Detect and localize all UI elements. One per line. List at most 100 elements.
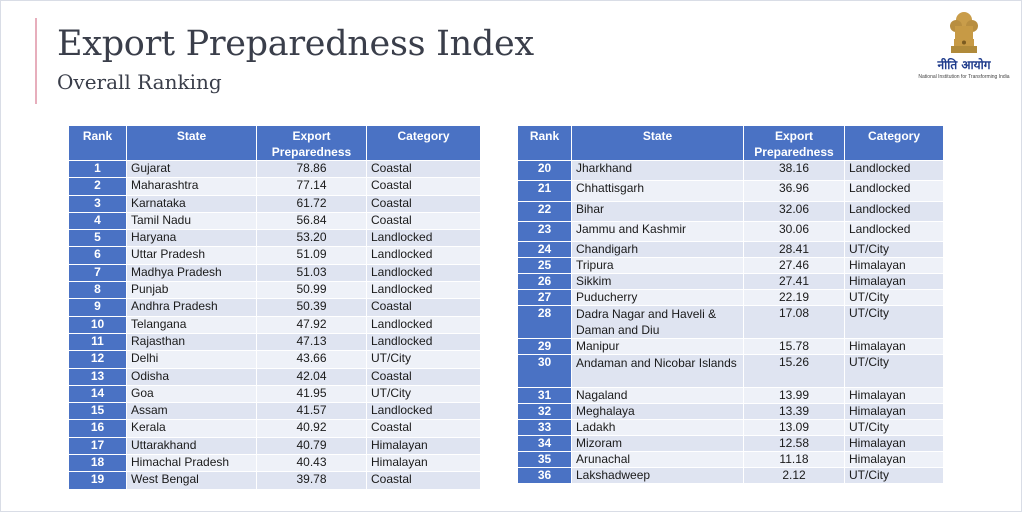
category-cell: Himalayan — [844, 435, 944, 452]
state-cell: Karnataka — [126, 194, 257, 213]
score-cell: 42.04 — [256, 367, 367, 386]
category-cell: Coastal — [366, 211, 481, 231]
state-cell: Odisha — [126, 367, 257, 386]
state-cell: Chhattisgarh — [571, 180, 744, 202]
score-cell: 41.95 — [256, 384, 367, 404]
title-accent-bar — [35, 18, 37, 104]
score-cell: 43.66 — [256, 350, 367, 369]
rank-cell: 35 — [517, 451, 572, 468]
table-row: 28 Dadra Nagar and Haveli & Daman and Diu… — [517, 305, 944, 339]
state-cell: Goa — [126, 384, 257, 404]
rank-cell: 23 — [517, 221, 572, 242]
category-cell: Himalayan — [844, 257, 944, 274]
table-row: 1 Gujarat 78.86 Coastal — [68, 159, 481, 179]
niti-aayog-logo: नीति आयोग National Institution for Trans… — [918, 6, 1010, 90]
score-cell: 11.18 — [743, 451, 845, 468]
score-cell: 40.43 — [256, 454, 367, 473]
rank-cell: 32 — [517, 403, 572, 420]
column-header-state: State — [571, 125, 744, 161]
category-cell: Himalayan — [844, 273, 944, 290]
table-row: 7 Madhya Pradesh 51.03 Landlocked — [68, 263, 481, 283]
category-cell: Landlocked — [366, 281, 481, 300]
score-cell: 78.86 — [256, 159, 367, 179]
ranking-table-right: Rank State Export Preparedness Category … — [517, 125, 944, 484]
score-cell: 41.57 — [256, 402, 367, 421]
page-title: Export Preparedness Index — [57, 24, 534, 64]
rank-cell: 17 — [68, 436, 127, 456]
category-cell: Coastal — [366, 298, 481, 317]
category-cell: Himalayan — [366, 436, 481, 456]
category-cell: Himalayan — [844, 451, 944, 468]
table-row: 4 Tamil Nadu 56.84 Coastal — [68, 211, 481, 231]
score-cell: 56.84 — [256, 211, 367, 231]
table-row: 14 Goa 41.95 UT/City — [68, 384, 481, 404]
rank-cell: 24 — [517, 241, 572, 258]
column-header-export-preparedness: Export Preparedness — [256, 125, 367, 161]
rank-cell: 34 — [517, 435, 572, 452]
category-cell: Landlocked — [844, 221, 944, 242]
category-cell: UT/City — [366, 350, 481, 369]
state-cell: Lakshadweep — [571, 467, 744, 484]
table-row: 2 Maharashtra 77.14 Coastal — [68, 177, 481, 196]
table-row: 5 Haryana 53.20 Landlocked — [68, 229, 481, 248]
state-cell: Nagaland — [571, 387, 744, 404]
rank-cell: 27 — [517, 289, 572, 306]
column-header-rank: Rank — [517, 125, 572, 161]
score-cell: 50.39 — [256, 298, 367, 317]
state-cell: Tamil Nadu — [126, 211, 257, 231]
rank-cell: 6 — [68, 246, 127, 265]
category-cell: Landlocked — [366, 263, 481, 283]
table-row: 30 Andaman and Nicobar Islands 15.26 UT/Cit… — [517, 354, 944, 388]
category-cell: Landlocked — [366, 332, 481, 352]
rank-cell: 10 — [68, 315, 127, 334]
rank-cell: 7 — [68, 263, 127, 283]
category-cell: Coastal — [366, 367, 481, 386]
table-row: 29 Manipur 15.78 Himalayan — [517, 338, 944, 355]
table-row: 13 Odisha 42.04 Coastal — [68, 367, 481, 386]
rank-cell: 3 — [68, 194, 127, 213]
table-row: 6 Uttar Pradesh 51.09 Landlocked — [68, 246, 481, 265]
page-subtitle: Overall Ranking — [57, 70, 222, 94]
table-row: 36 Lakshadweep 2.12 UT/City — [517, 467, 944, 484]
category-cell: Landlocked — [366, 402, 481, 421]
rank-cell: 30 — [517, 354, 572, 388]
logo-english-text: National Institution for Transforming In… — [918, 74, 1010, 80]
category-cell: UT/City — [844, 241, 944, 258]
ranking-table-left: Rank State Export Preparedness Category … — [68, 125, 481, 490]
category-cell: Coastal — [366, 159, 481, 179]
category-cell: Landlocked — [844, 160, 944, 181]
category-cell: Landlocked — [366, 229, 481, 248]
score-cell: 47.92 — [256, 315, 367, 334]
state-cell: West Bengal — [126, 471, 257, 490]
state-cell: Kerala — [126, 419, 257, 438]
rank-cell: 21 — [517, 180, 572, 202]
score-cell: 15.78 — [743, 338, 845, 355]
rank-cell: 19 — [68, 471, 127, 490]
rank-cell: 22 — [517, 201, 572, 222]
column-header-category: Category — [366, 125, 481, 161]
table-row: 35 Arunachal 11.18 Himalayan — [517, 451, 944, 468]
table-row: 32 Meghalaya 13.39 Himalayan — [517, 403, 944, 420]
table-row: 34 Mizoram 12.58 Himalayan — [517, 435, 944, 452]
state-cell: Sikkim — [571, 273, 744, 290]
column-header-export-preparedness: Export Preparedness — [743, 125, 845, 161]
rank-cell: 15 — [68, 402, 127, 421]
score-cell: 13.09 — [743, 419, 845, 436]
table-row: 17 Uttarakhand 40.79 Himalayan — [68, 436, 481, 456]
score-cell: 36.96 — [743, 180, 845, 202]
table-row: 12 Delhi 43.66 UT/City — [68, 350, 481, 369]
state-cell: Andaman and Nicobar Islands — [571, 354, 744, 388]
table-row: 19 West Bengal 39.78 Coastal — [68, 471, 481, 490]
category-cell: Landlocked — [844, 180, 944, 202]
score-cell: 27.46 — [743, 257, 845, 274]
category-cell: Himalayan — [844, 338, 944, 355]
state-cell: Gujarat — [126, 159, 257, 179]
table-header-row: Rank State Export Preparedness Category — [517, 125, 944, 161]
score-cell: 50.99 — [256, 281, 367, 300]
state-cell: Madhya Pradesh — [126, 263, 257, 283]
score-cell: 2.12 — [743, 467, 845, 484]
table-row: 24 Chandigarh 28.41 UT/City — [517, 241, 944, 258]
table-row: 18 Himachal Pradesh 40.43 Himalayan — [68, 454, 481, 473]
table-row: 25 Tripura 27.46 Himalayan — [517, 257, 944, 274]
